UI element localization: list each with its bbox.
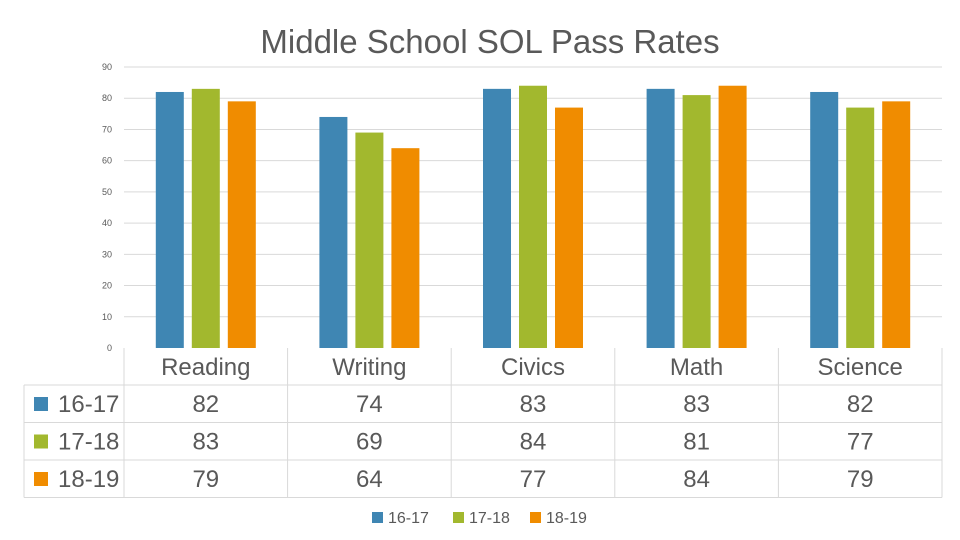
bar-reading-16-17 [155, 91, 184, 348]
bar-reading-17-18 [191, 88, 220, 348]
legend-swatch [530, 512, 541, 523]
table-cell: 64 [356, 466, 383, 493]
legend: 16-17 17-18 18-19 [372, 510, 587, 527]
y-tick-label: 60 [102, 156, 112, 166]
legend-label: 18-19 [546, 510, 587, 527]
bar-math-16-17 [646, 88, 675, 348]
category-label: Civics [501, 354, 565, 381]
table-cell: 77 [520, 466, 547, 493]
bar-civics-17-18 [519, 85, 547, 348]
y-tick-label: 40 [102, 218, 112, 228]
y-tick-label: 10 [102, 312, 112, 322]
table-cell: 79 [847, 466, 874, 493]
y-tick-label: 0 [107, 343, 112, 353]
category-label: Math [670, 354, 723, 381]
y-tick-label: 90 [102, 62, 112, 72]
table-cell: 81 [683, 429, 710, 456]
legend-label: 17-18 [469, 510, 510, 527]
bar-science-17-18 [846, 107, 875, 348]
bar-reading-18-19 [227, 101, 256, 348]
table-cell: 77 [847, 429, 874, 456]
category-label: Science [818, 354, 903, 381]
series-label: 17-18 [58, 429, 119, 456]
y-tick-label: 50 [102, 187, 112, 197]
series-swatch [34, 472, 48, 486]
category-label: Reading [161, 354, 250, 381]
bar-civics-16-17 [483, 88, 511, 348]
table-cell: 69 [356, 429, 383, 456]
bar-civics-18-19 [555, 107, 583, 348]
table-cell: 83 [520, 391, 547, 418]
series-label: 16-17 [58, 391, 119, 418]
table-cell: 83 [683, 391, 710, 418]
bars [155, 85, 911, 348]
legend-swatch [453, 512, 464, 523]
table-cell: 84 [683, 466, 710, 493]
bar-writing-16-17 [319, 116, 348, 348]
y-tick-label: 30 [102, 249, 112, 259]
bar-math-18-19 [718, 85, 747, 348]
bar-math-17-18 [682, 95, 711, 348]
table-cell: 83 [192, 429, 219, 456]
legend-swatch [372, 512, 383, 523]
y-tick-label: 70 [102, 124, 112, 134]
y-axis: 0 10 20 30 40 50 60 70 80 90 [102, 62, 112, 353]
y-tick-label: 20 [102, 281, 112, 291]
y-tick-label: 80 [102, 93, 112, 103]
bar-writing-17-18 [355, 132, 384, 348]
table-cell: 84 [520, 429, 547, 456]
bar-writing-18-19 [391, 148, 420, 348]
bar-science-18-19 [882, 101, 911, 348]
bar-science-16-17 [810, 91, 839, 348]
legend-label: 16-17 [388, 510, 429, 527]
category-label: Writing [332, 354, 406, 381]
series-swatch [34, 397, 48, 411]
table-cell: 74 [356, 391, 383, 418]
data-table: Reading Writing Civics Math Science 16-17 82 74… [23, 348, 943, 498]
series-swatch [34, 434, 48, 449]
chart-title: Middle School SOL Pass Rates [260, 23, 719, 60]
series-label: 18-19 [58, 466, 119, 493]
table-cell: 82 [847, 391, 874, 418]
table-cell: 79 [192, 466, 219, 493]
table-cell: 82 [192, 391, 219, 418]
